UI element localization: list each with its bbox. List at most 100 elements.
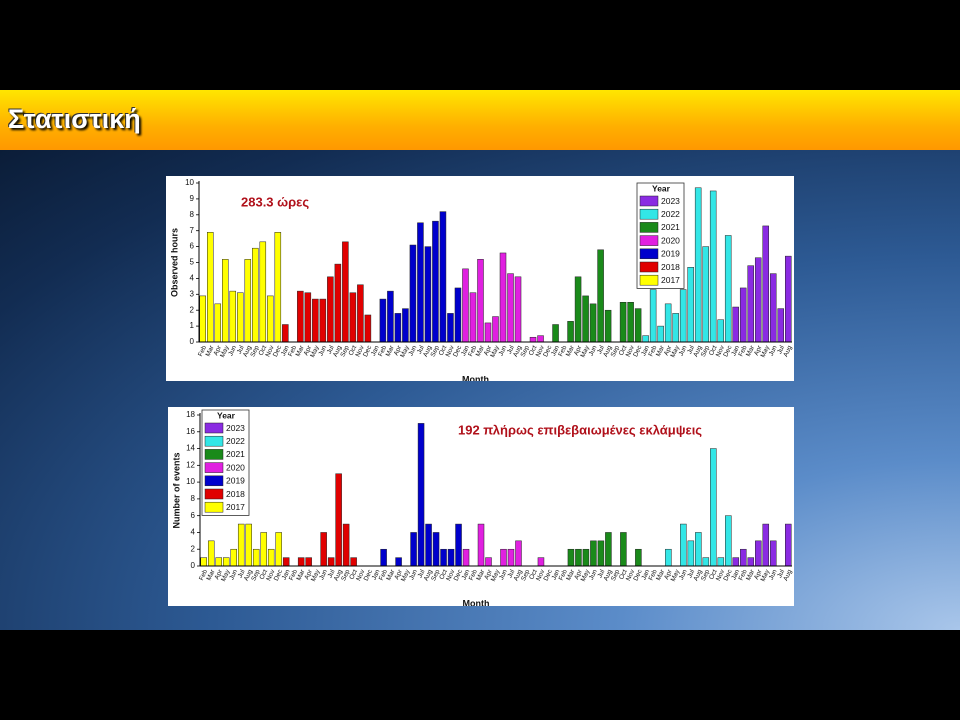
x-tick-label: May: [309, 344, 321, 359]
bar: [327, 276, 334, 343]
bar: [777, 308, 784, 343]
legend-label: 2022: [226, 436, 245, 446]
x-tick-label: Apr: [393, 568, 404, 581]
x-tick-label: Aug: [422, 344, 433, 358]
x-tick-label: Feb: [647, 344, 658, 357]
bar: [747, 265, 754, 343]
x-tick-label: Jun: [588, 568, 599, 581]
x-tick-label: Apr: [663, 568, 674, 581]
bar: [230, 548, 237, 567]
x-tick-label: Sep: [700, 344, 711, 358]
bar: [342, 241, 349, 343]
bar: [432, 532, 440, 567]
bar: [785, 523, 792, 567]
title-band: [0, 90, 960, 150]
bar: [207, 232, 214, 343]
bar: [312, 298, 319, 343]
x-tick-label: Mar: [385, 344, 396, 358]
y-tick-label: 9: [190, 194, 195, 203]
annotation: 283.3 ώρες: [241, 194, 309, 209]
x-tick-label: Sep: [340, 568, 351, 582]
bar: [282, 557, 290, 567]
x-tick-label: May: [219, 344, 231, 359]
y-tick-label: 12: [186, 460, 195, 469]
bar: [207, 540, 215, 567]
bar: [319, 298, 327, 343]
x-tick-label: Oct: [708, 568, 719, 580]
bar: [484, 322, 492, 343]
x-tick-label: Nov: [715, 568, 727, 582]
bar: [275, 532, 282, 567]
x-tick-label: Apr: [393, 344, 404, 357]
x-tick-label: Jan: [640, 568, 651, 581]
bar: [672, 313, 679, 343]
bar: [687, 540, 695, 567]
x-tick-label: Jan: [640, 344, 651, 357]
x-tick-label: Jul: [416, 344, 426, 355]
x-tick-label: Nov: [355, 568, 367, 582]
x-tick-label: Jul: [686, 344, 696, 355]
legend-label: 2019: [661, 249, 680, 259]
bar: [754, 257, 762, 343]
x-axis-label: Month: [463, 598, 490, 606]
bar: [200, 557, 207, 567]
x-tick-label: Aug: [243, 568, 254, 582]
bar: [282, 324, 289, 343]
x-tick-label: Jul: [507, 568, 517, 579]
bar: [582, 295, 589, 343]
x-tick-label: Nov: [625, 344, 637, 358]
legend-swatch: [639, 195, 659, 207]
x-tick-label: Oct: [528, 568, 539, 580]
x-tick-label: Jul: [596, 344, 606, 355]
x-tick-label: Mar: [745, 568, 756, 582]
x-tick-label: Aug: [512, 344, 523, 358]
x-tick-label: Mar: [295, 344, 306, 358]
bar: [485, 557, 492, 567]
bar: [664, 303, 672, 343]
bar: [402, 308, 409, 343]
bar: [447, 548, 455, 567]
bar: [327, 557, 335, 567]
x-tick-label: Oct: [618, 344, 629, 356]
x-tick-label: Jun: [228, 568, 239, 581]
x-tick-label: Dec: [632, 344, 644, 358]
legend-swatch: [204, 501, 224, 513]
y-tick-label: 5: [190, 258, 195, 267]
y-axis-label: Observed hours: [169, 228, 179, 297]
x-tick-label: Mar: [565, 568, 576, 582]
bar: [717, 557, 725, 567]
annotation: 192 πλήρως επιβεβαιωμένες εκλάμψεις: [458, 422, 702, 437]
bar: [492, 316, 499, 343]
x-tick-label: Feb: [287, 344, 298, 357]
x-tick-label: Mar: [655, 568, 666, 582]
x-tick-label: Feb: [468, 568, 479, 581]
y-tick-label: 10: [186, 477, 195, 486]
x-tick-label: Sep: [430, 344, 441, 358]
x-tick-label: Apr: [303, 568, 314, 581]
bar: [229, 290, 237, 343]
bar: [395, 557, 402, 567]
bar: [260, 532, 267, 567]
x-tick-label: Aug: [242, 344, 253, 358]
bar: [410, 532, 417, 567]
bar: [507, 273, 514, 343]
x-tick-label: Sep: [520, 568, 531, 582]
bar: [597, 249, 604, 343]
x-tick-label: Feb: [557, 344, 568, 357]
y-tick-label: 16: [186, 427, 195, 436]
x-tick-label: May: [580, 568, 592, 583]
legend-label: 2023: [226, 423, 245, 433]
bar: [500, 548, 507, 567]
x-tick-label: Jun: [768, 568, 779, 581]
bar: [725, 515, 732, 567]
x-tick-label: Sep: [520, 344, 531, 358]
bar: [680, 523, 687, 567]
x-tick-label: Apr: [213, 568, 224, 581]
x-tick-label: Dec: [543, 568, 555, 582]
x-tick-label: Jan: [281, 568, 292, 581]
bar: [252, 548, 260, 567]
x-tick-label: Aug: [782, 568, 793, 582]
x-tick-label: Jun: [768, 344, 779, 357]
bar: [335, 473, 342, 567]
